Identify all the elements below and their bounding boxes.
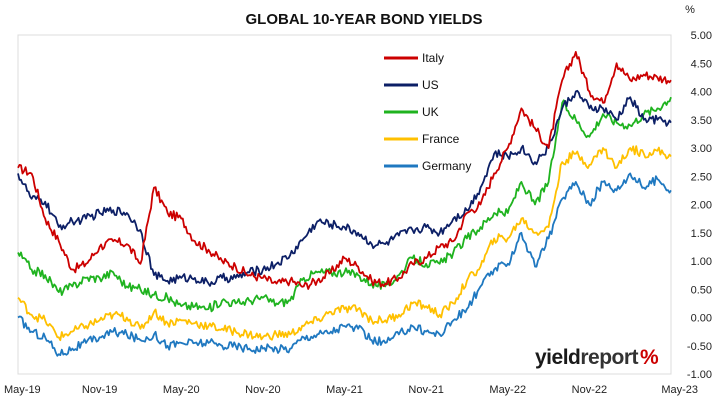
watermark-part-a: yield <box>535 346 580 369</box>
x-tick-label: Nov-19 <box>82 384 117 396</box>
plot-area <box>17 34 672 375</box>
y-tick-label: 1.00 <box>691 256 712 268</box>
x-tick-label: Nov-21 <box>408 384 443 396</box>
y-tick-label: 2.50 <box>691 171 712 183</box>
chart-title: GLOBAL 10-YEAR BOND YIELDS <box>246 11 483 28</box>
legend: Italy US UK France Germany <box>384 51 471 173</box>
legend-label-italy: Italy <box>422 51 444 65</box>
x-axis-ticks: May-19 Nov-19 May-20 Nov-20 May-21 Nov-21 May-… <box>4 384 698 396</box>
y-tick-label: 3.50 <box>691 115 712 127</box>
y-tick-label: 0.50 <box>691 284 712 296</box>
y-tick-label: 4.50 <box>691 58 712 70</box>
y-axis-ticks: 5.00 4.50 4.00 3.50 3.00 2.50 2.00 1.50 1.00 0.50… <box>687 30 712 381</box>
x-tick-label: May-21 <box>326 384 363 396</box>
x-tick-label: May-19 <box>4 384 41 396</box>
series-line-france <box>17 145 672 342</box>
x-tick-label: May-23 <box>661 384 698 396</box>
legend-label-germany: Germany <box>422 159 471 173</box>
series-layer <box>17 51 672 357</box>
watermark-part-b: report <box>580 346 638 369</box>
y-tick-label: 0.00 <box>691 313 712 325</box>
y-tick-label: 3.00 <box>691 143 712 155</box>
y-tick-label: -0.50 <box>687 341 712 353</box>
legend-label-uk: UK <box>422 105 439 119</box>
series-line-us <box>17 89 672 287</box>
y-tick-label: 2.00 <box>691 200 712 212</box>
x-tick-label: May-22 <box>489 384 526 396</box>
legend-label-france: France <box>422 132 460 146</box>
series-line-uk <box>17 96 672 313</box>
yieldreport-watermark: yieldreport% <box>535 346 660 369</box>
svg-text:yieldreport%: yieldreport% <box>535 346 659 369</box>
watermark-glyph: % <box>640 346 659 369</box>
series-line-germany <box>17 172 672 357</box>
x-tick-label: Nov-22 <box>572 384 607 396</box>
x-tick-label: May-20 <box>163 384 200 396</box>
y-tick-label: 4.00 <box>691 87 712 99</box>
legend-label-us: US <box>422 78 439 92</box>
y-tick-label: 1.50 <box>691 228 712 240</box>
y-tick-label: -1.00 <box>687 369 712 381</box>
x-tick-label: Nov-20 <box>245 384 280 396</box>
y-unit-label: % <box>685 4 695 16</box>
y-tick-label: 5.00 <box>691 30 712 42</box>
series-line-italy <box>17 51 672 290</box>
